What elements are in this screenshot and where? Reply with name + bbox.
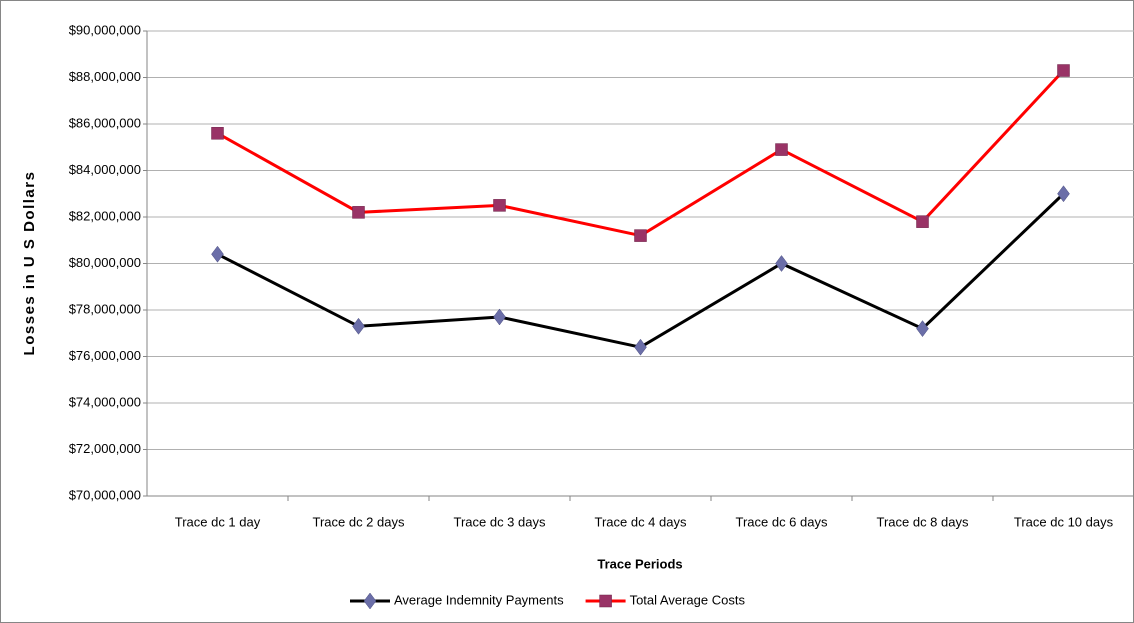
y-tick-label: $74,000,000 [69,394,141,409]
y-tick-label: $82,000,000 [69,208,141,223]
y-tick-label: $78,000,000 [69,301,141,316]
data-point [916,215,929,228]
x-tick-label: Trace dc 3 days [453,514,546,529]
data-point [493,308,506,326]
data-point [775,255,788,272]
data-point [211,245,224,263]
x-tick-label: Trace dc 8 days [876,514,969,529]
data-point [352,206,365,219]
x-tick-label: Trace dc 2 days [312,514,405,529]
legend-label: Average Indemnity Payments [394,592,564,607]
y-tick-label: $86,000,000 [69,115,141,130]
y-tick-label: $70,000,000 [69,487,141,502]
legend-marker [363,592,377,610]
y-tick-label: $84,000,000 [69,162,141,177]
data-point [352,317,365,335]
x-tick-label: Trace dc 1 day [175,514,261,529]
y-tick-label: $80,000,000 [69,255,141,270]
legend-marker [599,594,612,608]
data-point [634,229,647,242]
data-point [634,338,647,356]
y-axis-label: Losses in U S Dollars [21,171,38,356]
x-tick-label: Trace dc 4 days [594,514,687,529]
data-point [775,143,788,156]
data-point [916,320,929,338]
y-tick-label: $72,000,000 [69,441,141,456]
y-tick-label: $88,000,000 [69,69,141,84]
y-tick-label: $76,000,000 [69,348,141,363]
data-point [493,199,506,212]
data-point [211,127,224,140]
x-tick-label: Trace dc 10 days [1014,514,1114,529]
data-point [1057,64,1070,77]
x-axis-label: Trace Periods [597,556,682,571]
legend-label: Total Average Costs [630,592,746,607]
y-tick-label: $90,000,000 [69,22,141,37]
data-point [1057,185,1070,203]
x-tick-label: Trace dc 6 days [735,514,828,529]
